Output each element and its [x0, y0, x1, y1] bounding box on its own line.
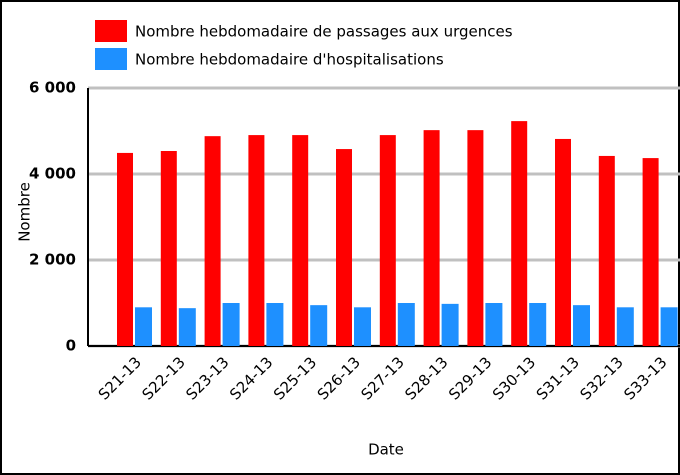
legend-label: Nombre hebdomadaire d'hospitalisations [135, 51, 444, 69]
bar [441, 303, 459, 346]
bar [204, 136, 221, 346]
y-tick-label: 0 [66, 337, 76, 355]
bar [397, 303, 415, 346]
bar [292, 135, 309, 346]
bar [248, 135, 265, 346]
y-tick-label: 4 000 [29, 165, 76, 183]
y-tick-label: 2 000 [29, 251, 76, 269]
bar [598, 155, 615, 346]
bar [222, 303, 240, 346]
bar [485, 303, 503, 346]
legend-label: Nombre hebdomadaire de passages aux urge… [135, 23, 513, 41]
bar [423, 130, 440, 346]
legend-swatch [95, 20, 127, 42]
bar [336, 149, 352, 346]
bar [117, 152, 133, 346]
y-axis-title: Nombre [16, 182, 34, 242]
bar [266, 303, 284, 346]
bar [660, 307, 678, 346]
bar [467, 130, 484, 346]
bar [310, 305, 328, 346]
bar [379, 135, 396, 346]
bar [511, 121, 528, 346]
x-axis-title: Date [368, 441, 404, 459]
legend-swatch [95, 48, 127, 70]
bar [555, 138, 571, 346]
bar [573, 305, 590, 346]
bar [135, 307, 152, 346]
bar [178, 308, 196, 346]
y-tick-label: 6 000 [29, 79, 76, 97]
bar [354, 307, 371, 346]
bar [616, 307, 634, 346]
bar [160, 150, 177, 346]
bar [529, 303, 547, 346]
bar [642, 158, 659, 346]
